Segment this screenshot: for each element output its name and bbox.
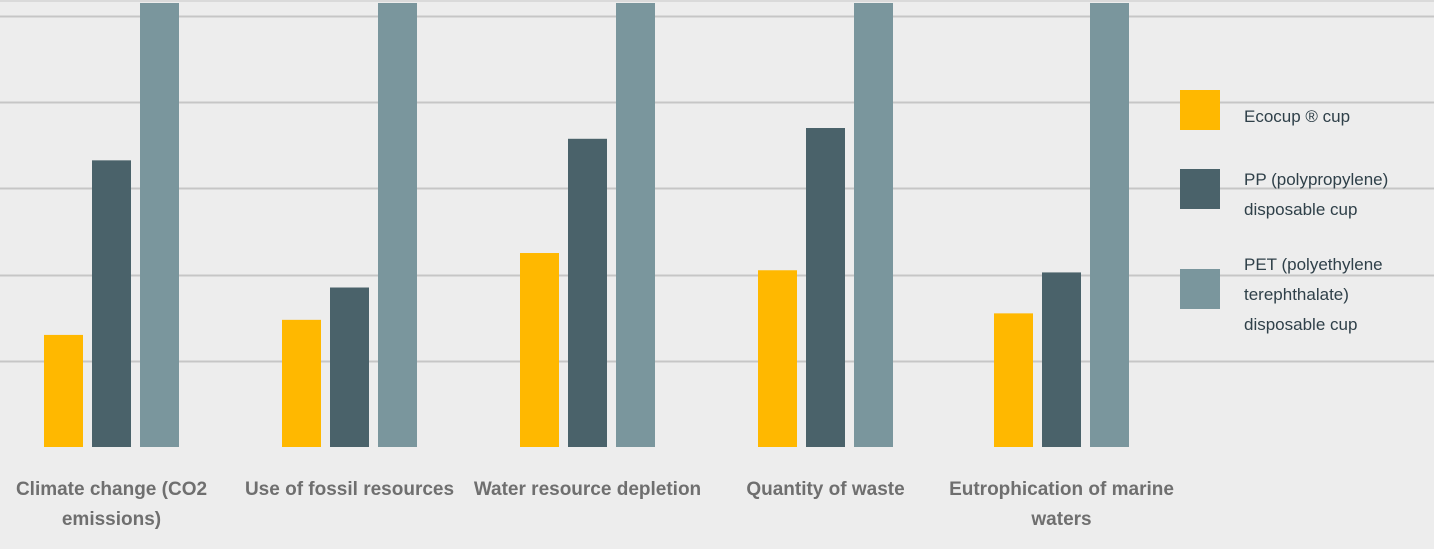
x-tick-label: Quantity of waste [746,479,904,500]
bars [44,3,1129,447]
legend-label: Ecocup ® cup [1244,107,1350,126]
bar [92,160,131,447]
legend-item: PET (polyethylene terephthalate) disposabl… [1180,255,1383,334]
legend-swatch [1180,90,1220,130]
bar [282,319,321,447]
bar [616,3,655,447]
legend-swatch [1180,169,1220,209]
gridlines [0,0,1434,363]
legend-item: PP (polypropylene) disposable cup [1180,169,1388,219]
bar [520,253,559,447]
bar [378,3,417,447]
bar [1090,3,1129,447]
legend-label: PET (polyethylene terephthalate) disposabl… [1244,255,1383,334]
legend: Ecocup ® cup PP (polypropylene) disposable… [1180,90,1388,334]
legend-swatch [1180,269,1220,309]
x-tick-label: Use of fossil resources [245,479,454,500]
x-tick-label: Climate change (CO2 emissions) [16,479,207,530]
x-tick-label: Water resource depletion [474,479,701,500]
category-labels: Climate change (CO2 emissions) Use of foss… [16,479,1174,530]
bar [140,3,179,447]
bar [568,138,607,447]
bar [806,128,845,447]
bar [1042,272,1081,447]
legend-label: PP (polypropylene) disposable cup [1244,170,1388,219]
x-tick-label: Eutrophication of marine waters [949,479,1174,530]
bar [994,313,1033,447]
bar [44,334,83,447]
bar [330,287,369,447]
bar [854,3,893,447]
bar [758,270,797,447]
legend-item: Ecocup ® cup [1180,90,1350,130]
